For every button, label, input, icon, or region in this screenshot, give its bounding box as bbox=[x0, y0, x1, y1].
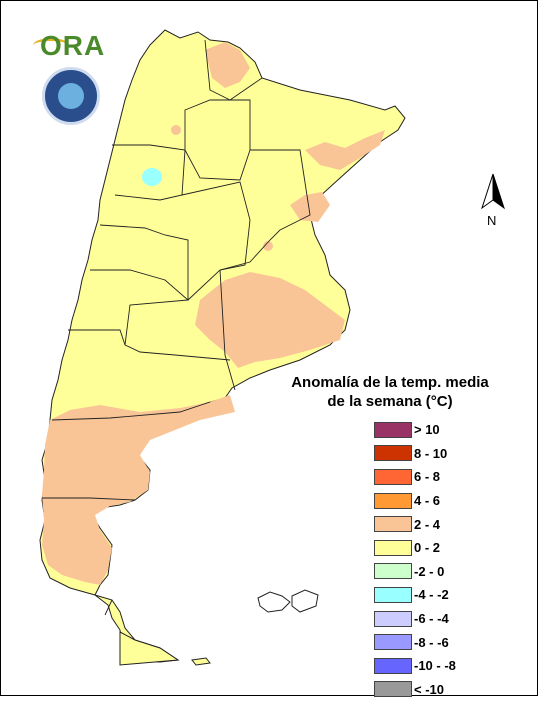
legend-row: > 10 bbox=[374, 418, 524, 442]
legend-swatch bbox=[374, 492, 412, 509]
legend-label: -6 - -4 bbox=[414, 611, 449, 627]
legend-swatch bbox=[374, 539, 412, 556]
legend-row: 2 - 4 bbox=[374, 512, 524, 536]
legend-label: < -10 bbox=[414, 681, 444, 697]
legend-swatch bbox=[374, 610, 412, 627]
legend-label: 4 - 6 bbox=[414, 493, 441, 509]
north-label: N bbox=[487, 213, 497, 228]
legend-label: 6 - 8 bbox=[414, 469, 441, 485]
legend-label: 2 - 4 bbox=[414, 516, 441, 532]
staten-island bbox=[191, 657, 211, 666]
legend-row: 8 - 10 bbox=[374, 442, 524, 466]
legend-swatch bbox=[374, 421, 412, 438]
legend: > 10 8 - 10 6 - 8 4 - 6 2 - 4 0 - 2 -2 -… bbox=[374, 418, 524, 701]
legend-label: -2 - 0 bbox=[414, 563, 445, 579]
legend-title-line1: Anomalía de la temp. media bbox=[291, 374, 489, 391]
legend-title-line2: de la semana (°C) bbox=[327, 393, 453, 410]
smn-seal-icon bbox=[42, 67, 100, 125]
legend-row: 6 - 8 bbox=[374, 465, 524, 489]
warm-region-mesopotamia bbox=[305, 130, 385, 170]
north-arrow-icon bbox=[481, 173, 505, 210]
provincial-borders bbox=[42, 39, 311, 616]
legend-label: > 10 bbox=[414, 422, 440, 438]
legend-row: -10 - -8 bbox=[374, 654, 524, 678]
warm-spot-tucuman bbox=[171, 125, 181, 135]
seal-center bbox=[58, 83, 84, 109]
malvinas-islands bbox=[257, 589, 319, 613]
legend-swatch bbox=[374, 634, 412, 651]
legend-row: < -10 bbox=[374, 678, 524, 701]
legend-swatch bbox=[374, 657, 412, 674]
legend-label: -4 - -2 bbox=[414, 587, 449, 603]
legend-swatch bbox=[374, 563, 412, 580]
legend-swatch bbox=[374, 468, 412, 485]
legend-row: 0 - 2 bbox=[374, 536, 524, 560]
legend-label: -8 - -6 bbox=[414, 634, 449, 650]
legend-row: -2 - 0 bbox=[374, 560, 524, 584]
logo-leaf-icon bbox=[33, 38, 69, 53]
legend-title: Anomalía de la temp. media de la semana … bbox=[290, 373, 490, 411]
legend-row: -6 - -4 bbox=[374, 607, 524, 631]
tierra-del-fuego bbox=[119, 631, 180, 666]
legend-swatch bbox=[374, 516, 412, 533]
legend-row: 4 - 6 bbox=[374, 489, 524, 513]
warm-region-patagonia bbox=[42, 395, 235, 585]
legend-label: -10 - -8 bbox=[414, 658, 456, 674]
warm-region-north bbox=[205, 42, 250, 88]
warm-region-litoral bbox=[290, 192, 330, 222]
legend-swatch bbox=[374, 586, 412, 603]
legend-swatch bbox=[374, 445, 412, 462]
ora-logo: ORA bbox=[40, 30, 106, 61]
legend-row: -4 - -2 bbox=[374, 583, 524, 607]
warm-spot-buenos-aires bbox=[263, 241, 273, 251]
legend-swatch bbox=[374, 681, 412, 698]
legend-row: -8 - -6 bbox=[374, 630, 524, 654]
legend-label: 0 - 2 bbox=[414, 540, 441, 556]
legend-label: 8 - 10 bbox=[414, 445, 448, 461]
warm-region-pampa bbox=[195, 272, 345, 368]
cool-spot-catamarca bbox=[142, 168, 162, 186]
